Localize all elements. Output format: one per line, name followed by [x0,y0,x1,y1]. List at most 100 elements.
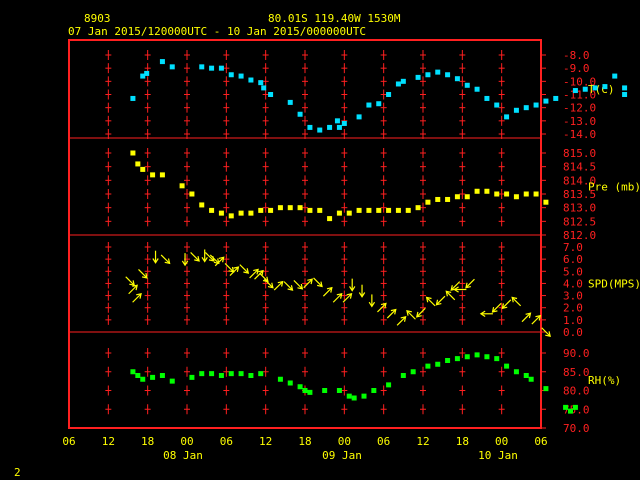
pres-point [523,191,529,197]
wind-arrow-head [368,301,376,308]
wind-arrow-head [213,258,220,265]
rh-y-tick-label: 90.0 [563,347,590,360]
wind-arrow [303,278,313,289]
wind-arrow [541,327,551,337]
wind-arrow [249,269,259,279]
temp-point [334,118,340,124]
wind-y-tick-label: 6.0 [563,253,583,266]
temp-point [307,124,313,130]
temp-point [356,114,362,120]
wind-arrow [229,266,239,276]
pres-point [533,191,539,197]
rh-point [130,369,136,375]
wind-arrow [273,281,284,291]
wind-arrow-head [511,296,518,303]
wind-arrow-head [501,303,508,310]
wind-arrow-head [400,316,407,322]
pres-point [405,207,411,213]
pres-label: Pre (mb) [588,181,640,194]
wind-arrow [416,307,426,318]
wind-arrow [160,254,171,264]
wind-arrow-head [164,258,171,265]
wind-arrow-head [317,281,323,288]
wind-arrow-head [258,269,264,276]
pres-point [346,210,352,216]
wind-arrow-head [181,260,189,267]
wind-arrow [436,295,446,306]
wind-arrow [521,312,531,323]
x-date-label: 10 Jan [478,449,518,462]
pres-point [435,196,441,202]
temp-point [582,86,588,92]
rh-point [474,352,480,358]
wind-arrow [125,276,135,286]
wind-arrow-head [445,290,452,297]
wind-arrow-head [358,292,366,298]
pres-point [376,207,382,213]
time-range: 07 Jan 2015/120000UTC - 10 Jan 2015/0000… [68,25,366,38]
plot-frame [68,39,542,429]
temp-point [317,127,323,133]
pres-point [425,199,431,205]
rh-point [523,373,529,378]
rh-point [189,374,195,380]
wind-arrow-head [491,306,498,313]
temp-point [248,77,254,83]
pres-point [494,191,500,197]
rh-point [228,371,234,377]
wind-arrow-head [465,282,471,289]
wind-arrow-head [267,282,274,289]
temp-y-tick-label: -14.0 [563,128,596,141]
pres-point [297,205,303,211]
wind-arrow-head [326,286,333,293]
x-tick-label: 12 [102,435,115,448]
temp-point [602,84,608,90]
wind-arrow-head [535,314,542,321]
pres-point [307,207,313,213]
rh-point [400,373,406,378]
pres-point [287,205,293,211]
wind-y-tick-label: 0.0 [563,326,583,339]
temp-point [504,114,510,120]
wind-arrow-head [152,258,159,264]
rh-point [322,388,328,393]
wind-arrow-head [525,312,532,319]
rh-point [258,371,264,377]
wind-y-tick-label: 1.0 [563,314,583,327]
wind-arrow-head [262,276,269,283]
temp-point [513,107,519,113]
temp-point [395,81,401,87]
x-tick-label: 18 [298,435,311,448]
page-number: 2 [14,466,21,479]
pres-point [513,194,519,200]
temp-point [144,70,150,76]
temp-point [474,86,480,92]
rh-point [302,388,308,393]
temp-point [454,76,460,82]
wind-arrow [209,254,220,264]
rh-y-tick-label: 70.0 [563,422,590,435]
temp-point [366,102,372,108]
pres-point [189,191,195,197]
rh-point [504,363,510,369]
wind-y-tick-label: 5.0 [563,265,583,278]
wind-arrow [511,296,522,307]
wind-arrow [132,293,142,303]
temp-point [376,101,382,107]
pres-point [386,207,392,213]
temp-point [425,72,431,78]
pres-point [228,213,234,219]
rh-point [464,354,470,360]
temp-point [464,82,470,88]
rh-point [454,356,460,362]
wind-arrow [492,303,502,313]
rh-point [361,393,367,399]
wind-arrow-head [453,286,459,293]
wind-y-tick-label: 3.0 [563,290,583,303]
wind-arrow-head [297,283,304,290]
temp-y-tick-label: -8.0 [563,49,590,62]
wind-arrow [128,284,138,295]
pres-point [336,210,342,216]
wind-y-tick-label: 2.0 [563,302,583,315]
pres-y-tick-label: 812.0 [563,229,596,242]
